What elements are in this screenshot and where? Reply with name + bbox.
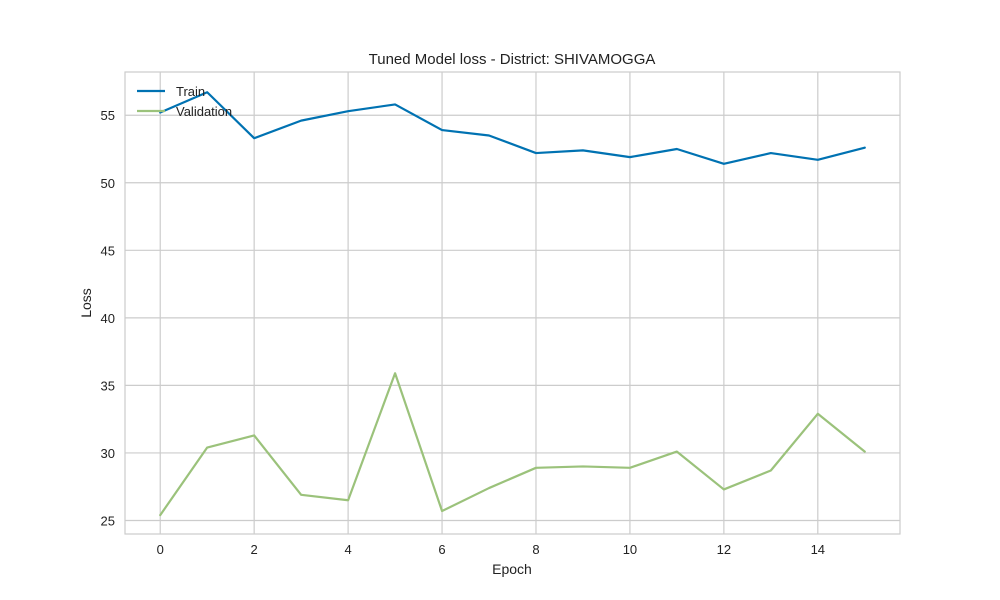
x-tick-label: 14 xyxy=(811,542,825,557)
y-tick-label: 50 xyxy=(101,176,115,191)
plot-area xyxy=(125,72,900,534)
x-tick-label: 10 xyxy=(623,542,637,557)
legend-train-label: Train xyxy=(176,84,205,99)
series-lines xyxy=(159,91,866,517)
x-axis-title: Epoch xyxy=(492,561,532,577)
series-line-train xyxy=(159,91,866,165)
legend-validation-label: Validation xyxy=(176,104,232,119)
grid xyxy=(125,72,900,534)
series-line-validation xyxy=(159,372,866,517)
y-tick-label: 55 xyxy=(101,108,115,123)
x-tick-label: 8 xyxy=(532,542,539,557)
y-axis-title: Loss xyxy=(78,288,94,318)
y-tick-label: 45 xyxy=(101,243,115,258)
x-tick-label: 6 xyxy=(438,542,445,557)
x-tick-label: 0 xyxy=(157,542,164,557)
x-tick-label: 4 xyxy=(344,542,351,557)
y-tick-label: 30 xyxy=(101,446,115,461)
tick-labels: 0 2 4 6 8 10 12 14 25 30 35 40 45 50 55 xyxy=(101,108,826,557)
y-tick-label: 40 xyxy=(101,311,115,326)
plot-frame xyxy=(124,71,901,535)
chart-title: Tuned Model loss - District: SHIVAMOGGA xyxy=(369,51,656,68)
x-tick-label: 12 xyxy=(717,542,731,557)
y-tick-label: 35 xyxy=(101,378,115,393)
legend: Train Validation xyxy=(137,84,232,119)
x-tick-label: 2 xyxy=(251,542,258,557)
y-tick-label: 25 xyxy=(101,513,115,528)
